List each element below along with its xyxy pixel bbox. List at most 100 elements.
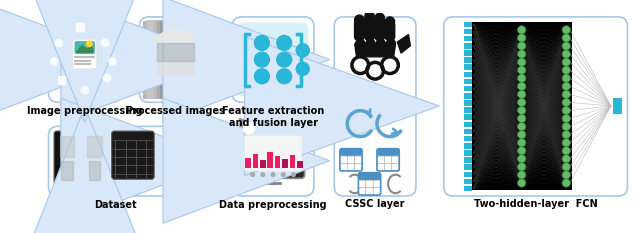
Bar [196, 21, 199, 99]
Bar [464, 57, 472, 63]
Bar [464, 64, 472, 70]
Circle shape [282, 173, 285, 177]
Bar [464, 100, 472, 106]
Bar [464, 143, 472, 148]
Circle shape [562, 98, 570, 107]
Circle shape [518, 74, 526, 82]
Text: Feature extraction
and fusion layer: Feature extraction and fusion layer [222, 106, 324, 128]
Bar [464, 50, 472, 56]
Bar [58, 76, 65, 84]
Circle shape [276, 52, 292, 67]
FancyBboxPatch shape [340, 156, 348, 164]
Bar [464, 171, 472, 177]
Circle shape [562, 82, 570, 90]
Circle shape [562, 155, 570, 163]
Circle shape [562, 90, 570, 99]
FancyBboxPatch shape [377, 156, 385, 164]
Bar [191, 21, 193, 99]
Circle shape [518, 171, 526, 179]
Bar [290, 155, 295, 168]
FancyBboxPatch shape [74, 41, 95, 54]
Polygon shape [239, 134, 243, 138]
Circle shape [255, 35, 269, 50]
FancyBboxPatch shape [140, 17, 212, 102]
Text: Processed images: Processed images [126, 106, 225, 116]
Bar [464, 43, 472, 48]
Polygon shape [235, 126, 239, 130]
Circle shape [56, 41, 61, 45]
Text: CSSC layer: CSSC layer [346, 199, 405, 209]
Circle shape [86, 41, 92, 47]
Bar [253, 154, 258, 168]
FancyBboxPatch shape [373, 188, 381, 195]
FancyBboxPatch shape [232, 17, 314, 102]
FancyBboxPatch shape [365, 16, 374, 40]
Bar [202, 21, 204, 99]
FancyBboxPatch shape [444, 17, 627, 196]
Bar [152, 21, 154, 99]
FancyBboxPatch shape [241, 134, 305, 178]
FancyBboxPatch shape [385, 156, 392, 164]
Circle shape [518, 163, 526, 171]
FancyBboxPatch shape [143, 21, 208, 99]
Bar [179, 21, 182, 99]
Bar [275, 156, 280, 168]
Circle shape [292, 173, 295, 177]
Circle shape [518, 90, 526, 99]
Circle shape [518, 139, 526, 147]
FancyBboxPatch shape [373, 180, 381, 188]
Bar [188, 21, 191, 99]
Circle shape [562, 58, 570, 66]
FancyBboxPatch shape [49, 17, 121, 102]
FancyBboxPatch shape [358, 180, 366, 188]
Bar [260, 160, 266, 168]
Bar [464, 157, 472, 163]
Circle shape [518, 122, 526, 131]
Bar [282, 159, 288, 168]
Polygon shape [247, 138, 251, 142]
Circle shape [562, 50, 570, 58]
Bar [165, 21, 168, 99]
Bar [173, 21, 177, 99]
Circle shape [518, 42, 526, 50]
FancyBboxPatch shape [366, 188, 373, 195]
Circle shape [562, 179, 570, 187]
Circle shape [562, 163, 570, 171]
Bar [464, 22, 472, 27]
Bar [154, 21, 157, 99]
FancyBboxPatch shape [355, 164, 362, 171]
Bar [146, 21, 148, 99]
Bar [464, 36, 472, 41]
Circle shape [518, 82, 526, 90]
Bar [76, 23, 84, 31]
Bar [464, 114, 472, 120]
Circle shape [518, 130, 526, 139]
Bar [182, 21, 185, 99]
Bar [168, 21, 171, 99]
Bar [464, 29, 472, 34]
Circle shape [562, 114, 570, 123]
Polygon shape [55, 27, 117, 89]
Circle shape [562, 106, 570, 115]
Circle shape [251, 173, 255, 177]
FancyBboxPatch shape [392, 164, 399, 171]
Circle shape [296, 44, 309, 57]
FancyBboxPatch shape [244, 136, 302, 171]
Circle shape [103, 41, 108, 45]
Circle shape [562, 130, 570, 139]
Circle shape [518, 34, 526, 42]
Polygon shape [255, 134, 259, 138]
Bar [464, 136, 472, 141]
Bar [464, 72, 472, 77]
Circle shape [385, 17, 395, 26]
FancyBboxPatch shape [377, 164, 385, 171]
Bar [268, 152, 273, 168]
FancyBboxPatch shape [348, 156, 355, 164]
Polygon shape [247, 114, 251, 118]
FancyBboxPatch shape [348, 164, 355, 171]
Bar [204, 21, 207, 99]
FancyBboxPatch shape [340, 164, 348, 171]
Circle shape [276, 69, 292, 84]
Polygon shape [355, 44, 396, 57]
Bar [464, 186, 472, 191]
